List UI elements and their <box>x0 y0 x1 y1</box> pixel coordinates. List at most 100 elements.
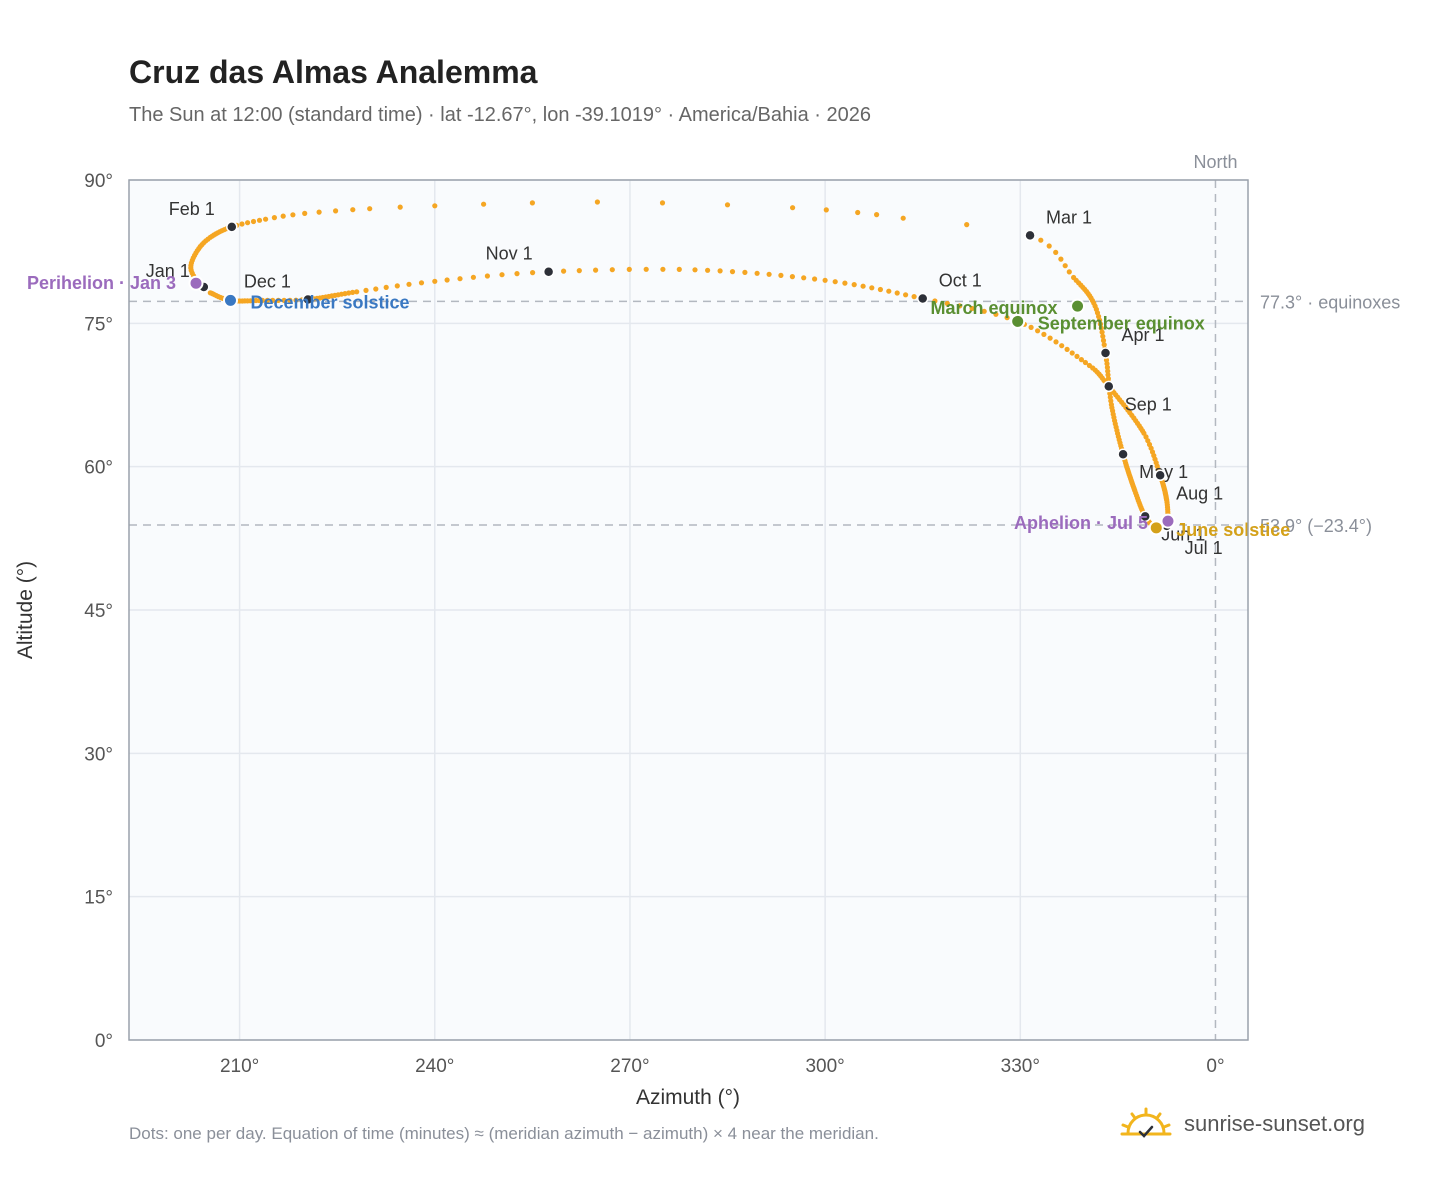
day-dot <box>742 269 748 275</box>
day-dot <box>457 276 463 282</box>
day-dot <box>842 280 848 286</box>
month-marker <box>1117 448 1129 460</box>
month-label: Apr 1 <box>1122 325 1165 345</box>
y-axis-label: Altitude (°) <box>14 561 37 659</box>
day-dot <box>1059 343 1065 349</box>
brand-name: sunrise-sunset.org <box>1184 1111 1365 1136</box>
day-dot <box>1098 325 1104 331</box>
day-dot <box>1066 269 1072 275</box>
day-dot <box>659 200 666 206</box>
day-dot <box>499 272 505 278</box>
event-marker <box>1010 313 1026 329</box>
sun-logo-icon <box>1120 1107 1172 1138</box>
day-dot <box>957 303 963 309</box>
chart-title: Cruz das Almas Analemma <box>129 54 538 90</box>
day-dot <box>530 270 536 276</box>
day-dot <box>874 212 880 218</box>
x-tick-label: 0° <box>1206 1056 1224 1077</box>
event-label: June solstice <box>1176 520 1290 540</box>
day-dot <box>239 221 245 227</box>
month-marker <box>1024 229 1036 242</box>
y-tick-label: 45° <box>84 601 113 622</box>
x-tick-label: 330° <box>1001 1056 1040 1077</box>
day-dot <box>280 213 286 219</box>
event-label: Perihelion · Jan 3 <box>27 273 176 293</box>
reference-line-label: 53.9° (−23.4°) <box>1260 516 1372 536</box>
day-dot <box>766 271 772 277</box>
day-dot <box>406 281 412 287</box>
plot-frame <box>128 179 1249 1041</box>
day-dot <box>394 283 400 289</box>
day-dot <box>860 283 866 289</box>
day-dot <box>911 294 917 300</box>
month-marker <box>542 265 555 278</box>
x-tick-label: 210° <box>220 1056 259 1077</box>
day-dot <box>1097 321 1104 327</box>
day-dot <box>1028 324 1034 330</box>
axis-ticks: 210° 240° 270° 300° 330° 0° 0° 15° 30° 45° 60° 75° 9… <box>84 171 1224 1077</box>
event-markers: Perihelion · Jan 3 December solstice March… <box>27 273 1290 540</box>
y-tick-label: 0° <box>95 1031 113 1052</box>
event-marker <box>1070 298 1086 314</box>
month-label: Dec 1 <box>244 271 291 291</box>
day-dot <box>969 305 975 312</box>
day-dot <box>822 277 828 283</box>
day-dot <box>271 215 277 221</box>
day-dot <box>1058 256 1064 262</box>
month-marker <box>1154 469 1166 482</box>
day-dot <box>350 289 356 295</box>
x-axis-label: Azimuth (°) <box>636 1086 740 1109</box>
day-dot <box>855 209 861 216</box>
day-dot <box>397 204 403 210</box>
x-tick-label: 300° <box>805 1056 844 1077</box>
day-dot <box>593 267 599 273</box>
y-tick-label: 90° <box>84 171 113 192</box>
month-marker <box>1139 510 1151 523</box>
chart-subtitle: The Sun at 12:00 (standard time) · lat -… <box>129 104 871 126</box>
day-dot <box>1062 263 1068 269</box>
month-label: Jan 1 <box>146 261 190 281</box>
day-dot <box>290 212 296 218</box>
day-dot <box>1086 362 1092 369</box>
day-dot <box>363 287 369 293</box>
day-dot <box>250 218 257 225</box>
reference-lines: North 77.3° · equinoxes 53.9° (−23.4°) <box>129 152 1400 1040</box>
day-dot <box>790 205 796 211</box>
y-tick-label: 15° <box>84 888 113 909</box>
event-label: December solstice <box>250 292 409 312</box>
brand-logo[interactable]: sunrise-sunset.org <box>1120 1102 1365 1146</box>
day-dot <box>1099 329 1105 335</box>
day-dot <box>717 268 723 274</box>
day-dot <box>207 290 213 296</box>
month-marker <box>916 292 929 305</box>
day-dot <box>576 268 582 274</box>
day-dot <box>264 297 270 303</box>
day-dot <box>484 273 490 279</box>
event-marker <box>222 292 238 308</box>
day-dot <box>886 288 892 294</box>
day-dot <box>877 286 884 293</box>
day-dot <box>1100 333 1106 339</box>
day-dot <box>609 267 615 273</box>
day-dot <box>275 297 281 303</box>
day-dot <box>354 289 360 295</box>
day-dot <box>1053 249 1059 255</box>
day-dot <box>293 297 299 303</box>
day-dot <box>270 297 276 303</box>
event-marker <box>188 275 204 291</box>
day-dot <box>660 266 666 272</box>
day-dot <box>1035 328 1041 334</box>
day-dot <box>823 207 829 213</box>
day-dot <box>643 266 649 272</box>
day-dot <box>869 285 875 291</box>
day-dot <box>470 274 476 280</box>
day-dot <box>514 271 520 277</box>
day-dot <box>367 206 373 212</box>
day-dot <box>594 199 601 205</box>
day-dot <box>676 266 682 272</box>
day-dot <box>705 267 711 273</box>
month-marker <box>1103 380 1115 393</box>
day-dot <box>1097 317 1103 323</box>
day-dot <box>903 292 909 298</box>
